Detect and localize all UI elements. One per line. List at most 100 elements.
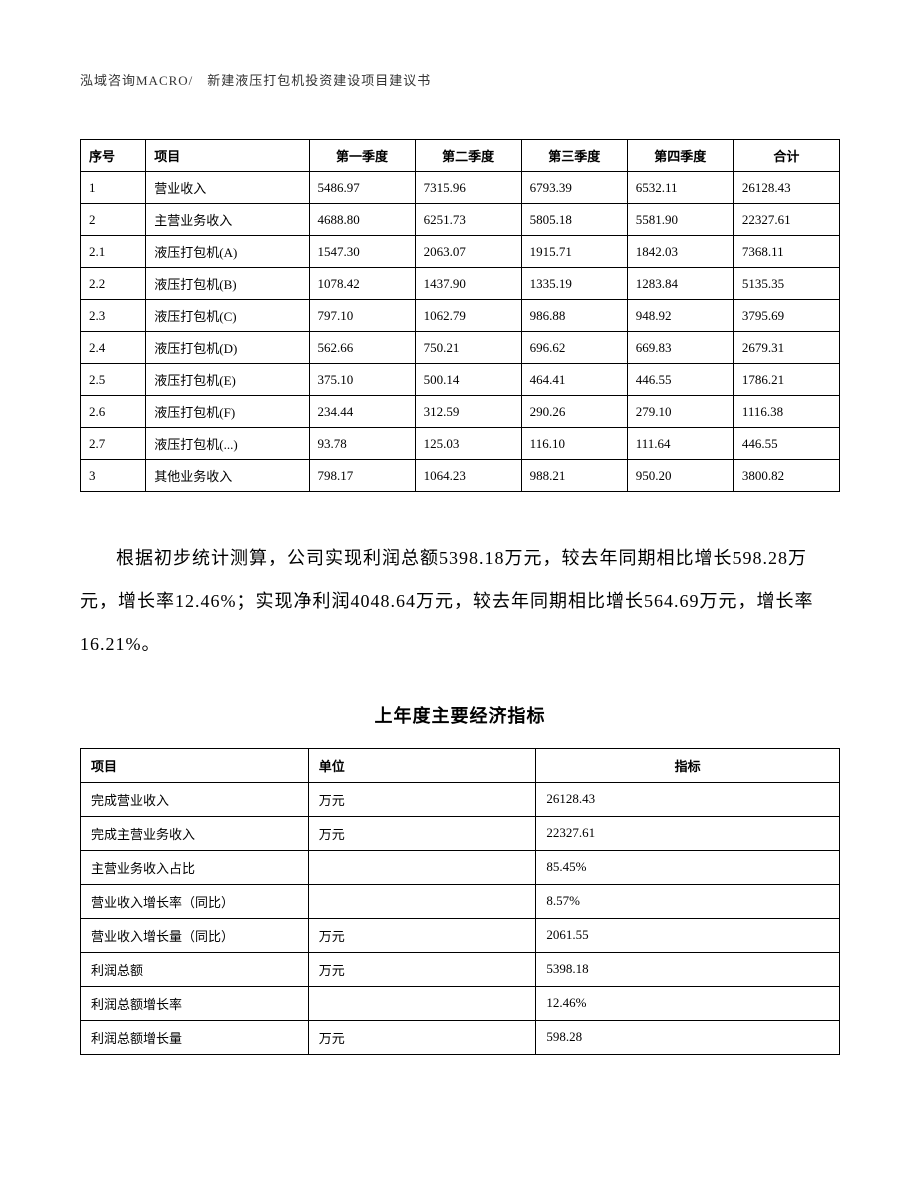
cell-seq: 2.5 <box>81 364 146 396</box>
cell-q2: 6251.73 <box>415 204 521 236</box>
cell-q3: 986.88 <box>521 300 627 332</box>
header-q4: 第四季度 <box>627 140 733 172</box>
table-row: 营业收入增长量（同比）万元2061.55 <box>81 918 840 952</box>
cell-total: 5135.35 <box>733 268 839 300</box>
cell-q1: 1547.30 <box>309 236 415 268</box>
table-header-row: 项目 单位 指标 <box>81 748 840 782</box>
table-row: 利润总额万元5398.18 <box>81 952 840 986</box>
cell-q2: 125.03 <box>415 428 521 460</box>
table-row: 2.1液压打包机(A)1547.302063.071915.711842.037… <box>81 236 840 268</box>
cell-total: 446.55 <box>733 428 839 460</box>
cell-q4: 446.55 <box>627 364 733 396</box>
table-row: 2.3液压打包机(C)797.101062.79986.88948.923795… <box>81 300 840 332</box>
cell-value: 8.57% <box>536 884 840 918</box>
header-total: 合计 <box>733 140 839 172</box>
cell-item: 其他业务收入 <box>146 460 309 492</box>
cell-value: 26128.43 <box>536 782 840 816</box>
cell-q3: 696.62 <box>521 332 627 364</box>
table-row: 利润总额增长率12.46% <box>81 986 840 1020</box>
cell-unit <box>308 986 536 1020</box>
cell-item: 液压打包机(B) <box>146 268 309 300</box>
cell-unit <box>308 884 536 918</box>
cell-q2: 500.14 <box>415 364 521 396</box>
cell-item: 液压打包机(...) <box>146 428 309 460</box>
cell-q3: 5805.18 <box>521 204 627 236</box>
cell-name: 营业收入增长率（同比） <box>81 884 309 918</box>
cell-total: 7368.11 <box>733 236 839 268</box>
cell-value: 5398.18 <box>536 952 840 986</box>
cell-name: 主营业务收入占比 <box>81 850 309 884</box>
cell-name: 利润总额 <box>81 952 309 986</box>
cell-name: 利润总额增长率 <box>81 986 309 1020</box>
cell-q3: 1915.71 <box>521 236 627 268</box>
cell-q4: 111.64 <box>627 428 733 460</box>
cell-item: 液压打包机(A) <box>146 236 309 268</box>
cell-seq: 2.7 <box>81 428 146 460</box>
table-row: 3其他业务收入798.171064.23988.21950.203800.82 <box>81 460 840 492</box>
cell-q1: 93.78 <box>309 428 415 460</box>
cell-value: 598.28 <box>536 1020 840 1054</box>
cell-seq: 3 <box>81 460 146 492</box>
table-header-row: 序号 项目 第一季度 第二季度 第三季度 第四季度 合计 <box>81 140 840 172</box>
cell-unit: 万元 <box>308 1020 536 1054</box>
cell-total: 2679.31 <box>733 332 839 364</box>
cell-item: 液压打包机(F) <box>146 396 309 428</box>
cell-q3: 290.26 <box>521 396 627 428</box>
table-row: 完成主营业务收入万元22327.61 <box>81 816 840 850</box>
header-value: 指标 <box>536 748 840 782</box>
table-row: 完成营业收入万元26128.43 <box>81 782 840 816</box>
cell-q4: 669.83 <box>627 332 733 364</box>
cell-total: 3795.69 <box>733 300 839 332</box>
cell-item: 液压打包机(D) <box>146 332 309 364</box>
cell-q3: 1335.19 <box>521 268 627 300</box>
cell-q1: 798.17 <box>309 460 415 492</box>
cell-q2: 2063.07 <box>415 236 521 268</box>
cell-q2: 7315.96 <box>415 172 521 204</box>
cell-total: 1786.21 <box>733 364 839 396</box>
cell-item: 营业收入 <box>146 172 309 204</box>
cell-value: 85.45% <box>536 850 840 884</box>
header-q3: 第三季度 <box>521 140 627 172</box>
header-q2: 第二季度 <box>415 140 521 172</box>
cell-q3: 464.41 <box>521 364 627 396</box>
cell-name: 完成营业收入 <box>81 782 309 816</box>
cell-q2: 1064.23 <box>415 460 521 492</box>
table1-body: 1营业收入5486.977315.966793.396532.1126128.4… <box>81 172 840 492</box>
table-row: 2.7液压打包机(...)93.78125.03116.10111.64446.… <box>81 428 840 460</box>
cell-q2: 312.59 <box>415 396 521 428</box>
header-item: 项目 <box>146 140 309 172</box>
cell-q1: 375.10 <box>309 364 415 396</box>
cell-q4: 6532.11 <box>627 172 733 204</box>
table-row: 2主营业务收入4688.806251.735805.185581.9022327… <box>81 204 840 236</box>
cell-q1: 562.66 <box>309 332 415 364</box>
cell-unit <box>308 850 536 884</box>
cell-item: 液压打包机(E) <box>146 364 309 396</box>
cell-unit: 万元 <box>308 952 536 986</box>
table-row: 营业收入增长率（同比） 8.57% <box>81 884 840 918</box>
cell-seq: 2 <box>81 204 146 236</box>
table2-body: 完成营业收入万元26128.43完成主营业务收入万元22327.61主营业务收入… <box>81 782 840 1054</box>
cell-q1: 234.44 <box>309 396 415 428</box>
cell-unit: 万元 <box>308 782 536 816</box>
quarterly-revenue-table: 序号 项目 第一季度 第二季度 第三季度 第四季度 合计 1营业收入5486.9… <box>80 139 840 492</box>
header-unit: 单位 <box>308 748 536 782</box>
cell-q2: 1062.79 <box>415 300 521 332</box>
economic-indicators-table: 项目 单位 指标 完成营业收入万元26128.43完成主营业务收入万元22327… <box>80 748 840 1055</box>
table-row: 2.4液压打包机(D)562.66750.21696.62669.832679.… <box>81 332 840 364</box>
cell-seq: 2.4 <box>81 332 146 364</box>
cell-q4: 5581.90 <box>627 204 733 236</box>
cell-name: 完成主营业务收入 <box>81 816 309 850</box>
cell-value: 22327.61 <box>536 816 840 850</box>
cell-item: 主营业务收入 <box>146 204 309 236</box>
cell-seq: 2.6 <box>81 396 146 428</box>
table-row: 利润总额增长量万元598.28 <box>81 1020 840 1054</box>
cell-unit: 万元 <box>308 918 536 952</box>
cell-q1: 1078.42 <box>309 268 415 300</box>
cell-q4: 1283.84 <box>627 268 733 300</box>
cell-value: 2061.55 <box>536 918 840 952</box>
cell-q4: 948.92 <box>627 300 733 332</box>
cell-q3: 116.10 <box>521 428 627 460</box>
cell-q4: 1842.03 <box>627 236 733 268</box>
cell-q4: 279.10 <box>627 396 733 428</box>
summary-paragraph: 根据初步统计测算，公司实现利润总额5398.18万元，较去年同期相比增长598.… <box>80 537 840 667</box>
